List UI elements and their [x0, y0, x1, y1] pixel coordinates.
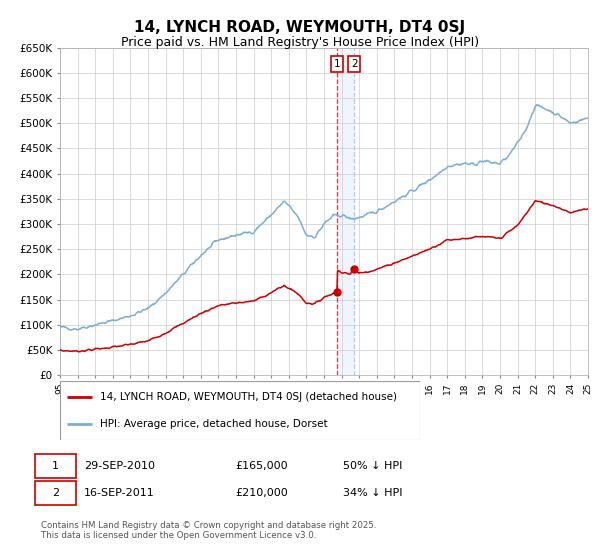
Text: 50% ↓ HPI: 50% ↓ HPI — [343, 460, 403, 470]
Text: 14, LYNCH ROAD, WEYMOUTH, DT4 0SJ (detached house): 14, LYNCH ROAD, WEYMOUTH, DT4 0SJ (detac… — [100, 391, 397, 402]
FancyBboxPatch shape — [60, 381, 420, 440]
Bar — [337, 48, 354, 375]
FancyBboxPatch shape — [35, 454, 76, 478]
Text: 34% ↓ HPI: 34% ↓ HPI — [343, 488, 403, 498]
Text: £210,000: £210,000 — [235, 488, 288, 498]
Text: 14, LYNCH ROAD, WEYMOUTH, DT4 0SJ: 14, LYNCH ROAD, WEYMOUTH, DT4 0SJ — [134, 20, 466, 35]
Text: 16-SEP-2011: 16-SEP-2011 — [84, 488, 155, 498]
Text: Price paid vs. HM Land Registry's House Price Index (HPI): Price paid vs. HM Land Registry's House … — [121, 36, 479, 49]
Text: 1: 1 — [52, 460, 59, 470]
Text: 1: 1 — [334, 59, 340, 69]
Text: 29-SEP-2010: 29-SEP-2010 — [84, 460, 155, 470]
FancyBboxPatch shape — [35, 481, 76, 505]
Text: 2: 2 — [52, 488, 59, 498]
Text: Contains HM Land Registry data © Crown copyright and database right 2025.
This d: Contains HM Land Registry data © Crown c… — [41, 521, 376, 540]
Text: HPI: Average price, detached house, Dorset: HPI: Average price, detached house, Dors… — [100, 419, 327, 429]
Text: £165,000: £165,000 — [235, 460, 288, 470]
Text: 2: 2 — [351, 59, 358, 69]
